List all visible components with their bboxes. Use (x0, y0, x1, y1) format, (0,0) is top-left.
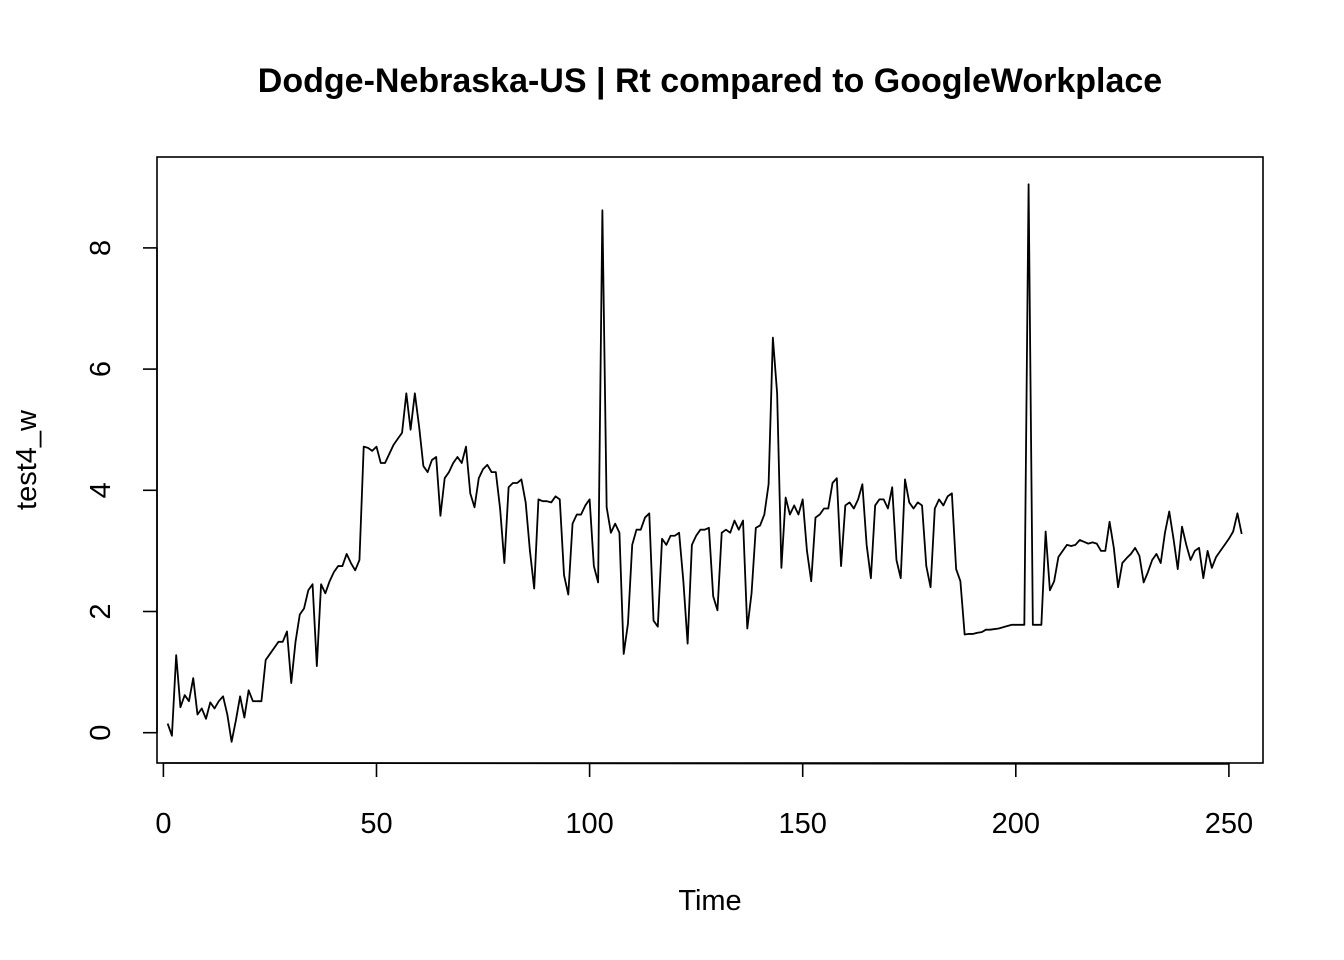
y-tick-label: 6 (85, 361, 117, 377)
chart-title: Dodge-Nebraska-US | Rt compared to Googl… (258, 62, 1162, 100)
y-tick-label: 4 (85, 482, 117, 498)
x-axis-line (163, 762, 1229, 765)
x-axis: 0 50 100 150 200 250 (155, 762, 1253, 840)
plot-frame (156, 156, 1264, 764)
y-tick-label: 2 (85, 603, 117, 619)
series-line (166, 183, 1243, 743)
y-axis-label: test4_w (11, 409, 43, 510)
x-tick-label: 250 (1205, 808, 1253, 840)
x-tick-label: 50 (360, 808, 392, 840)
y-axis: 0 2 4 6 8 (85, 240, 158, 741)
y-tick-label: 8 (85, 240, 117, 256)
x-tick-label: 150 (779, 808, 827, 840)
y-tick-label: 0 (85, 725, 117, 741)
x-tick-label: 200 (992, 808, 1040, 840)
x-tick-label: 100 (565, 808, 613, 840)
x-tick-label: 0 (155, 808, 171, 840)
x-axis-label: Time (678, 885, 741, 917)
